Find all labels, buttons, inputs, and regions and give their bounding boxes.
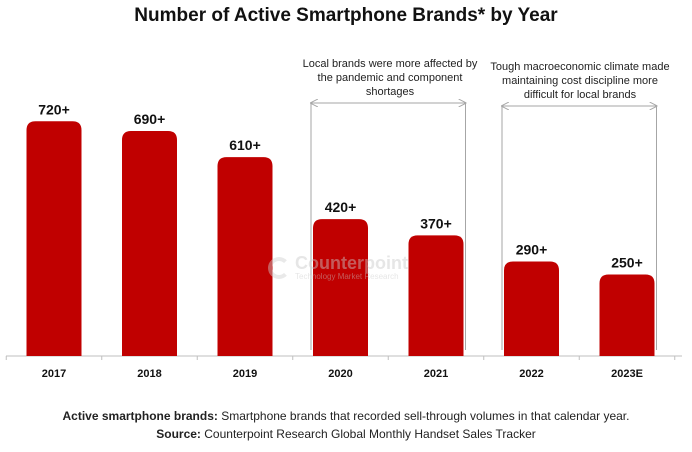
watermark-tagline: Technology Market Research: [295, 272, 399, 281]
annotation-macroeconomic: Tough macroeconomic climate made maintai…: [490, 61, 670, 101]
x-tick-label-2018: 2018: [137, 368, 161, 380]
source-label: Source:: [156, 427, 201, 441]
x-tick-label-2023E: 2023E: [611, 368, 643, 380]
bar-2023E: [599, 274, 655, 356]
counterpoint-logo-icon: [268, 256, 290, 279]
data-label-2022: 290+: [516, 241, 548, 257]
footer-source: Source: Counterpoint Research Global Mon…: [0, 427, 692, 441]
x-tick-label-2017: 2017: [42, 368, 66, 380]
bar-2021: [408, 235, 464, 356]
x-tick-label-2021: 2021: [424, 368, 448, 380]
x-tick-label-2019: 2019: [233, 368, 257, 380]
bar-chart: 720+ 2017 690+ 2018 610+ 2019 420+ 2020 370+ 2021…: [5, 0, 682, 380]
watermark-name: Counterpoint: [295, 253, 408, 273]
bar-2018: [122, 131, 177, 356]
bar-2020: [313, 219, 368, 356]
data-label-2023E: 250+: [611, 255, 643, 271]
data-label-2021: 370+: [420, 215, 452, 231]
x-tick-label-2022: 2022: [519, 368, 543, 380]
data-label-2019: 610+: [229, 137, 261, 153]
data-label-2018: 690+: [134, 111, 166, 127]
definition-label: Active smartphone brands:: [62, 409, 218, 423]
chart-title: Number of Active Smartphone Brands* by Y…: [134, 5, 558, 26]
bar-2019: [217, 157, 273, 356]
annotation-pandemic: Local brands were more affected by the p…: [302, 58, 478, 98]
bar-2017: [26, 121, 82, 356]
source-text: Counterpoint Research Global Monthly Han…: [200, 427, 536, 441]
data-label-2017: 720+: [38, 101, 70, 117]
counterpoint-watermark: Counterpoint Technology Market Research: [268, 254, 408, 281]
bar-2022: [504, 261, 559, 356]
definition-text: Smartphone brands that recorded sell-thr…: [217, 409, 630, 423]
data-label-2020: 420+: [325, 199, 357, 215]
x-tick-label-2020: 2020: [328, 368, 352, 380]
footer-definition: Active smartphone brands: Smartphone bra…: [0, 409, 692, 423]
